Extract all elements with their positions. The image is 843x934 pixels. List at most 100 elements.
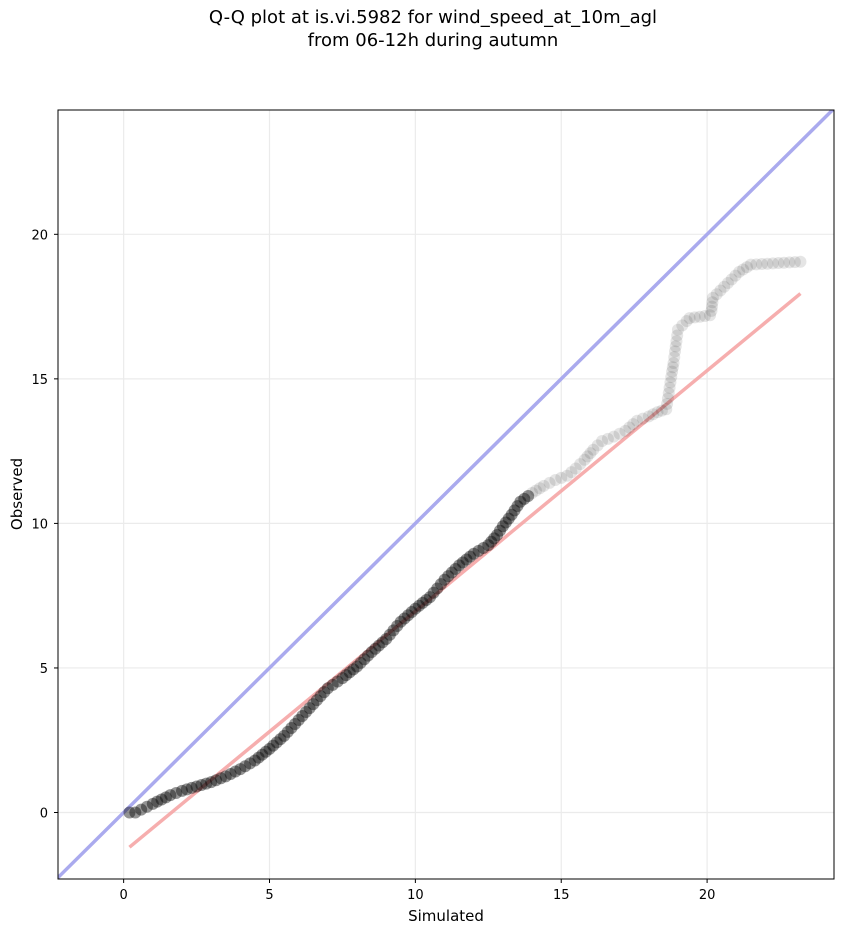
data-point [740,261,753,274]
data-point [721,277,734,290]
data-point [354,656,367,669]
data-point [665,371,678,384]
data-point [526,487,539,500]
data-point [482,539,495,552]
data-point [420,594,433,607]
data-point [310,694,323,707]
data-point [607,430,620,443]
data-point [164,789,177,802]
data-point [664,376,677,389]
data-point [537,479,550,492]
data-point [326,678,339,691]
data-point [239,760,252,773]
data-point [229,765,242,778]
data-point [683,312,696,325]
plot-frame [57,109,835,880]
data-point [662,387,675,400]
data-point [175,784,188,797]
data-point [718,280,731,293]
data-point [303,702,316,715]
data-point [361,649,374,662]
data-point [669,340,682,353]
data-point [705,300,718,313]
data-point [151,795,164,808]
data-point [668,351,681,364]
data-point [578,453,591,466]
data-point [244,757,257,770]
y-tick-label: 20 [31,228,48,243]
data-point [772,257,785,270]
data-point [190,780,203,793]
data-point [529,484,542,497]
data-point [587,443,600,456]
data-point [472,544,485,557]
data-point [794,255,807,268]
data-point [651,406,664,419]
data-point [340,669,353,682]
fit-line [128,292,802,849]
data-point [409,602,422,615]
chart-title: Q-Q plot at is.vi.5982 for wind_speed_at… [0,6,843,52]
data-point [661,397,674,410]
data-point [477,541,490,554]
data-point [321,682,334,695]
data-point [565,466,578,479]
data-point [281,725,294,738]
data-point [491,528,504,541]
data-point [205,776,218,789]
data-point [766,257,779,270]
data-point [555,471,568,484]
chart-title-line2: from 06-12h during autumn [307,30,559,51]
data-point [289,717,302,730]
data-point [499,516,512,529]
data-point [505,508,518,521]
reference-lines [58,110,834,879]
data-point [259,745,272,758]
data-point [574,458,587,471]
data-point [427,586,440,599]
data-point [688,311,701,324]
data-point [613,427,626,440]
data-point [706,291,719,304]
data-point [336,672,349,685]
data-point [698,309,711,322]
data-point [248,754,261,767]
data-point [729,269,742,282]
chart-title-line1: Q-Q plot at is.vi.5982 for wind_speed_at… [208,7,658,28]
data-point [596,435,609,448]
data-point [405,605,418,618]
data-point [761,257,774,270]
data-point [376,636,389,649]
data-point [170,786,183,799]
data-point [123,806,136,819]
data-point [343,666,356,679]
data-point [788,256,801,269]
data-point [601,432,614,445]
data-point [533,482,546,495]
data-point [666,361,679,374]
data-point [661,392,674,405]
data-point [224,767,237,780]
y-axis-label: Observed [8,458,26,530]
data-point [737,263,750,276]
data-point [307,698,320,711]
data-point [402,609,415,622]
data-point [569,462,582,475]
data-point [292,713,305,726]
data-point [185,781,198,794]
data-point [270,736,283,749]
data-point [514,495,527,508]
axis-ticks: 0 5 10 15 20 0 5 10 15 20 [31,228,715,903]
data-point [647,408,660,421]
data-point [314,690,327,703]
data-point [744,258,757,271]
data-point [445,566,458,579]
data-point [453,559,466,572]
data-point [358,653,371,666]
data-point [398,612,411,625]
data-point [464,550,477,563]
data-point [438,573,451,586]
data-point [502,512,515,525]
data-point [670,335,683,348]
data-point [725,273,738,286]
